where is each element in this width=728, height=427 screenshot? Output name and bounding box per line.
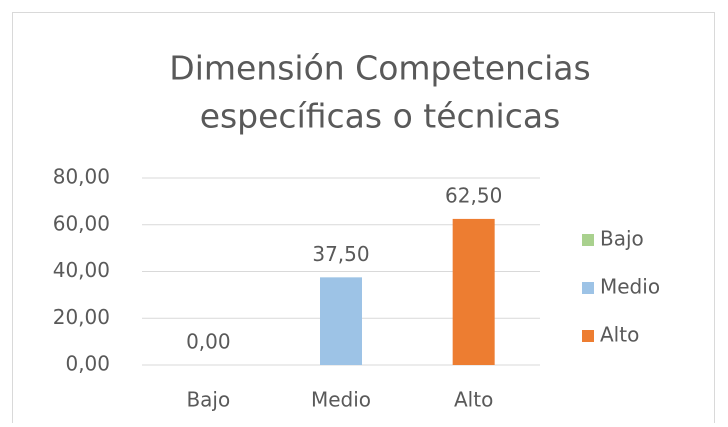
data-label: 37,50 bbox=[312, 242, 369, 266]
legend-label: Alto bbox=[600, 323, 639, 347]
legend-label: Medio bbox=[600, 275, 660, 299]
chart-title: Dimensión Competencias bbox=[169, 49, 590, 88]
data-label: 62,50 bbox=[445, 183, 502, 207]
bar bbox=[452, 218, 495, 365]
legend-swatch bbox=[582, 234, 594, 246]
chart-frame bbox=[12, 12, 715, 427]
chart-title: específicas o técnicas bbox=[200, 97, 561, 136]
y-tick-label: 80,00 bbox=[53, 165, 110, 189]
x-tick-label: Alto bbox=[454, 388, 493, 412]
y-tick-label: 40,00 bbox=[53, 258, 110, 282]
y-tick-label: 0,00 bbox=[65, 352, 110, 376]
bar bbox=[320, 277, 362, 365]
data-label: 0,00 bbox=[186, 330, 231, 354]
legend-swatch bbox=[582, 330, 594, 342]
x-tick-label: Medio bbox=[311, 388, 371, 412]
y-tick-label: 20,00 bbox=[53, 305, 110, 329]
x-tick-label: Bajo bbox=[186, 388, 230, 412]
legend-label: Bajo bbox=[600, 227, 644, 251]
y-tick-label: 60,00 bbox=[53, 211, 110, 235]
legend-swatch bbox=[582, 282, 594, 294]
